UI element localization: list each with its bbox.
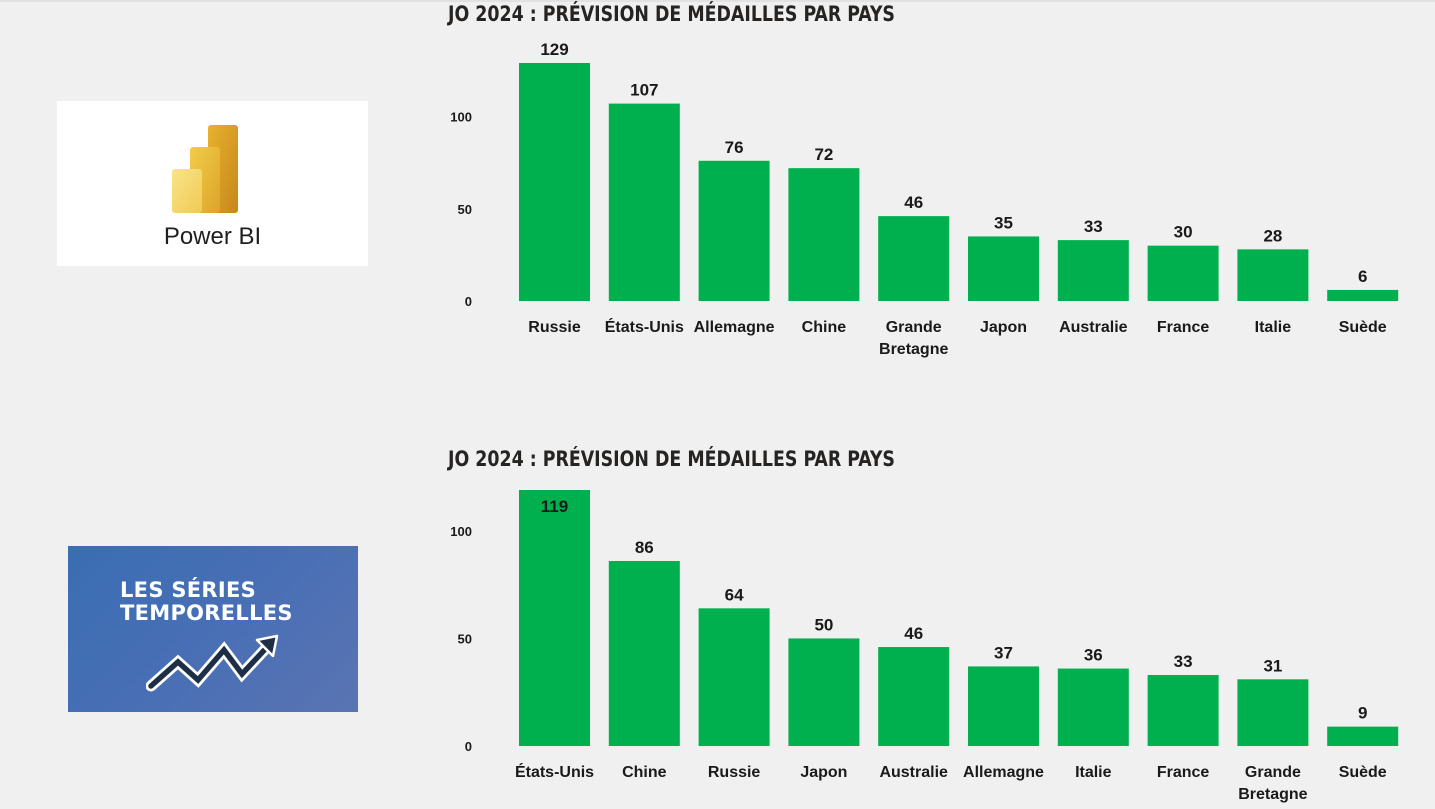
y-tick-label: 50 (458, 631, 472, 646)
bar (1327, 726, 1399, 746)
data-label: 37 (994, 643, 1013, 662)
bar (788, 168, 860, 301)
chart-1-title: JO 2024 : PRÉVISION DE MÉDAILLES PAR PAY… (448, 2, 895, 26)
chart-1-plot: 0 50 100 129 Russie 107 États-Unis 76 Allemagne 7… (450, 40, 1399, 358)
category-label: Italie (1075, 764, 1112, 781)
bar (878, 647, 950, 746)
category-label: Grande Bretagne (1238, 764, 1307, 803)
data-label: 31 (1263, 656, 1282, 675)
data-label: 107 (630, 81, 658, 100)
bar (968, 236, 1039, 301)
data-label: 46 (904, 624, 923, 643)
category-label: Italie (1255, 319, 1292, 336)
category-label: Suède (1339, 764, 1387, 781)
bar (1237, 249, 1309, 301)
data-label: 64 (725, 585, 744, 604)
category-label: Russie (708, 764, 761, 781)
chart-2-plot: 0 50 100 119 États-Unis 86 Chine 64 Russie 50 Japo… (450, 490, 1399, 803)
bar (519, 490, 590, 746)
bar (1237, 679, 1309, 746)
time-series-title-line2: TEMPORELLES (120, 601, 293, 625)
power-bi-logo-card: Power BI (57, 101, 368, 266)
category-label: Japon (800, 764, 847, 781)
y-tick-label: 0 (465, 294, 472, 309)
category-label: États-Unis (515, 762, 594, 781)
category-label: France (1157, 764, 1210, 781)
y-tick-label: 50 (458, 202, 472, 217)
data-label: 36 (1084, 646, 1103, 665)
data-label: 33 (1174, 652, 1193, 671)
data-label: 72 (814, 145, 833, 164)
bar (1057, 240, 1129, 301)
data-label: 76 (725, 138, 744, 157)
category-label: Chine (802, 319, 847, 336)
y-tick-label: 100 (450, 524, 472, 539)
zigzag-up-arrow-icon (146, 634, 279, 692)
data-label: 6 (1358, 267, 1367, 286)
bar (968, 666, 1039, 746)
category-label: France (1157, 319, 1210, 336)
bar (698, 160, 770, 301)
category-label: Allemagne (963, 764, 1044, 781)
data-label: 30 (1174, 223, 1193, 242)
time-series-logo-card: LES SÉRIES TEMPORELLES (68, 546, 358, 712)
bar (788, 638, 860, 746)
data-label: 46 (904, 193, 923, 212)
data-label: 9 (1358, 704, 1367, 723)
bar (1147, 675, 1219, 746)
bar (698, 608, 770, 746)
category-label: États-Unis (605, 317, 684, 336)
data-label: 86 (635, 538, 654, 557)
power-bi-bar-icon (172, 125, 238, 213)
bar (1057, 668, 1129, 746)
bar (1147, 245, 1219, 301)
top-divider (0, 0, 1435, 2)
data-label: 50 (814, 615, 833, 634)
category-label: Australie (879, 764, 948, 781)
bar (1327, 289, 1399, 301)
bar (519, 63, 590, 301)
category-label: Russie (528, 319, 581, 336)
y-tick-label: 0 (465, 739, 472, 754)
time-series-title-line1: LES SÉRIES (120, 578, 257, 602)
data-label: 35 (994, 213, 1013, 232)
category-label: Suède (1339, 319, 1387, 336)
y-tick-label: 100 (450, 110, 472, 125)
category-label: Japon (980, 319, 1027, 336)
chart-2-title: JO 2024 : PRÉVISION DE MÉDAILLES PAR PAY… (448, 447, 895, 471)
data-label: 119 (541, 497, 568, 516)
bar (608, 560, 680, 746)
data-label: 33 (1084, 217, 1103, 236)
power-bi-label: Power BI (163, 223, 262, 250)
bar (608, 103, 680, 301)
category-label: Allemagne (694, 319, 775, 336)
bar (878, 216, 950, 301)
category-label: Australie (1059, 319, 1128, 336)
category-label: Chine (622, 764, 667, 781)
category-label: Grande Bretagne (879, 319, 948, 358)
data-label: 129 (540, 40, 568, 59)
data-label: 28 (1263, 226, 1282, 245)
